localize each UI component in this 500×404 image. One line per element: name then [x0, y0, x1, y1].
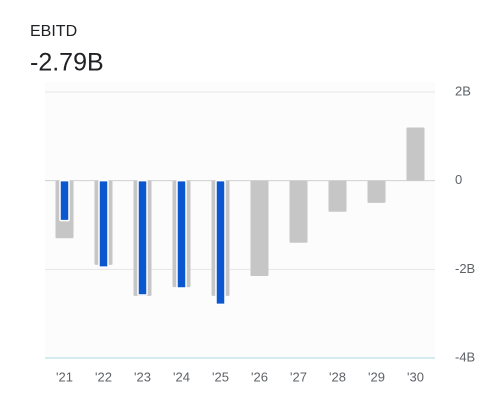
x-tick-label: '29	[368, 369, 385, 384]
x-tick-label: '30	[407, 369, 424, 384]
bar	[137, 179, 148, 296]
x-tick-label: '21	[56, 369, 73, 384]
headline-value: -2.79B	[30, 49, 104, 77]
bar	[176, 179, 187, 289]
x-tick-label: '24	[173, 369, 190, 384]
y-tick-label: 0	[455, 172, 462, 187]
bar	[367, 180, 386, 203]
bar	[215, 179, 226, 306]
x-tick-label: '25	[212, 369, 229, 384]
bar	[59, 179, 70, 222]
bar	[289, 180, 308, 243]
bar	[98, 179, 109, 268]
x-tick-label: '28	[329, 369, 346, 384]
y-tick-label: 2B	[455, 83, 471, 98]
x-tick-label: '22	[95, 369, 112, 384]
x-tick-label: '26	[251, 369, 268, 384]
bar	[328, 180, 347, 212]
y-tick-label: -2B	[455, 261, 475, 276]
chart-title: EBITD	[30, 23, 77, 40]
bar	[406, 127, 425, 181]
x-tick-label: '27	[290, 369, 307, 384]
y-tick-label: -4B	[455, 349, 475, 364]
x-tick-label: '23	[134, 369, 151, 384]
bar	[250, 180, 269, 276]
